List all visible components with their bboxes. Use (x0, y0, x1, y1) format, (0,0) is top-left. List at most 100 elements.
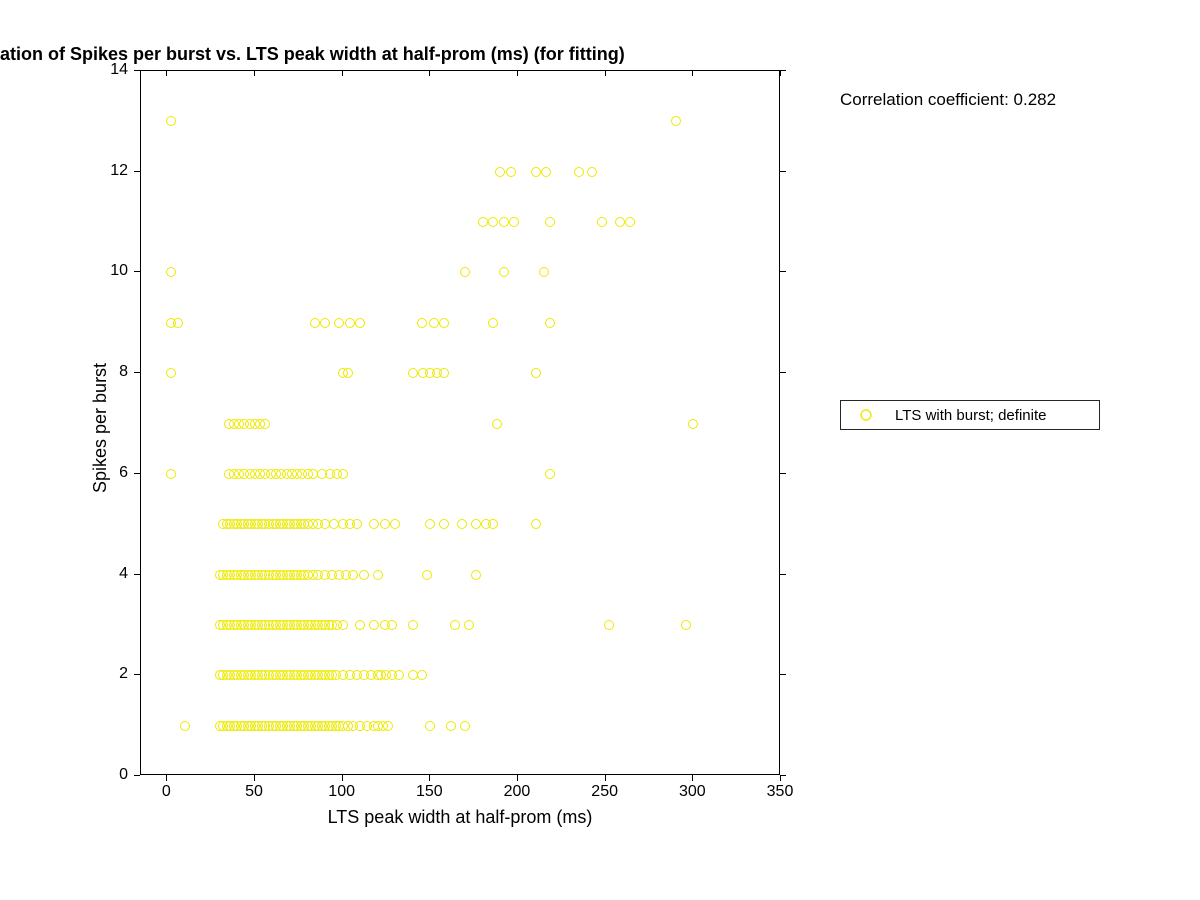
x-tick-label: 300 (679, 783, 706, 801)
scatter-point (338, 469, 348, 479)
scatter-point (604, 620, 614, 630)
scatter-point (429, 318, 439, 328)
legend-label: LTS with burst; definite (895, 407, 1046, 424)
scatter-point (615, 217, 625, 227)
scatter-point (495, 167, 505, 177)
scatter-point (457, 519, 467, 529)
scatter-point (260, 419, 270, 429)
correlation-annotation: Correlation coefficient: 0.282 (840, 90, 1056, 110)
scatter-point (671, 116, 681, 126)
scatter-point (492, 419, 502, 429)
y-tick-label: 8 (119, 363, 128, 381)
scatter-point (166, 368, 176, 378)
scatter-point (390, 519, 400, 529)
x-tick-label: 350 (767, 783, 794, 801)
y-tick-mark (134, 473, 140, 474)
x-tick-label: 250 (591, 783, 618, 801)
scatter-point (506, 167, 516, 177)
scatter-point (471, 519, 481, 529)
scatter-point (425, 519, 435, 529)
x-tick-mark (342, 775, 343, 781)
scatter-point (408, 620, 418, 630)
x-tick-mark (166, 775, 167, 781)
scatter-point (369, 519, 379, 529)
y-tick-mark (134, 70, 140, 71)
y-tick-mark (780, 473, 786, 474)
scatter-point (348, 570, 358, 580)
y-tick-mark (134, 674, 140, 675)
x-tick-mark (254, 70, 255, 76)
scatter-point (355, 318, 365, 328)
x-tick-mark (429, 70, 430, 76)
scatter-point (387, 620, 397, 630)
scatter-point (320, 318, 330, 328)
scatter-point (488, 519, 498, 529)
scatter-point (166, 116, 176, 126)
scatter-point (488, 217, 498, 227)
scatter-point (446, 721, 456, 731)
y-tick-label: 14 (110, 61, 128, 79)
scatter-point (417, 670, 427, 680)
scatter-point (688, 419, 698, 429)
scatter-point (166, 469, 176, 479)
y-tick-label: 10 (110, 262, 128, 280)
scatter-point (352, 519, 362, 529)
x-tick-label: 0 (162, 783, 171, 801)
scatter-point (488, 318, 498, 328)
x-tick-mark (254, 775, 255, 781)
y-tick-label: 6 (119, 464, 128, 482)
scatter-point (597, 217, 607, 227)
scatter-point (478, 217, 488, 227)
scatter-point (531, 167, 541, 177)
plot-area (140, 70, 780, 775)
y-tick-mark (780, 775, 786, 776)
y-tick-mark (134, 775, 140, 776)
scatter-point (383, 721, 393, 731)
scatter-point (343, 368, 353, 378)
y-tick-label: 2 (119, 665, 128, 683)
scatter-point (439, 318, 449, 328)
scatter-point (373, 570, 383, 580)
scatter-point (464, 620, 474, 630)
x-tick-mark (342, 70, 343, 76)
y-tick-mark (780, 171, 786, 172)
x-tick-mark (517, 775, 518, 781)
y-tick-mark (780, 70, 786, 71)
scatter-point (369, 620, 379, 630)
x-tick-label: 100 (328, 783, 355, 801)
scatter-point (338, 620, 348, 630)
scatter-point (345, 318, 355, 328)
y-tick-mark (780, 574, 786, 575)
x-tick-label: 50 (245, 783, 263, 801)
scatter-point (422, 570, 432, 580)
scatter-point (394, 670, 404, 680)
scatter-point (380, 519, 390, 529)
scatter-point (408, 368, 418, 378)
scatter-point (180, 721, 190, 731)
scatter-point (681, 620, 691, 630)
scatter-point (587, 167, 597, 177)
scatter-point (574, 167, 584, 177)
y-axis-label: Spikes per burst (90, 362, 111, 492)
y-tick-mark (780, 271, 786, 272)
scatter-point (625, 217, 635, 227)
y-tick-mark (134, 574, 140, 575)
scatter-point (166, 267, 176, 277)
x-tick-mark (605, 775, 606, 781)
scatter-point (531, 368, 541, 378)
y-tick-mark (780, 674, 786, 675)
x-tick-mark (692, 775, 693, 781)
scatter-point (499, 267, 509, 277)
scatter-point (499, 217, 509, 227)
scatter-point (539, 267, 549, 277)
legend: LTS with burst; definite (840, 400, 1100, 430)
chart-title: ation of Spikes per burst vs. LTS peak w… (0, 44, 625, 65)
x-tick-label: 150 (416, 783, 443, 801)
x-tick-mark (166, 70, 167, 76)
scatter-point (460, 267, 470, 277)
chart-container: { "chart": { "type": "scatter", "title":… (0, 0, 1200, 900)
y-tick-mark (134, 372, 140, 373)
scatter-point (531, 519, 541, 529)
scatter-point (450, 620, 460, 630)
x-tick-mark (429, 775, 430, 781)
